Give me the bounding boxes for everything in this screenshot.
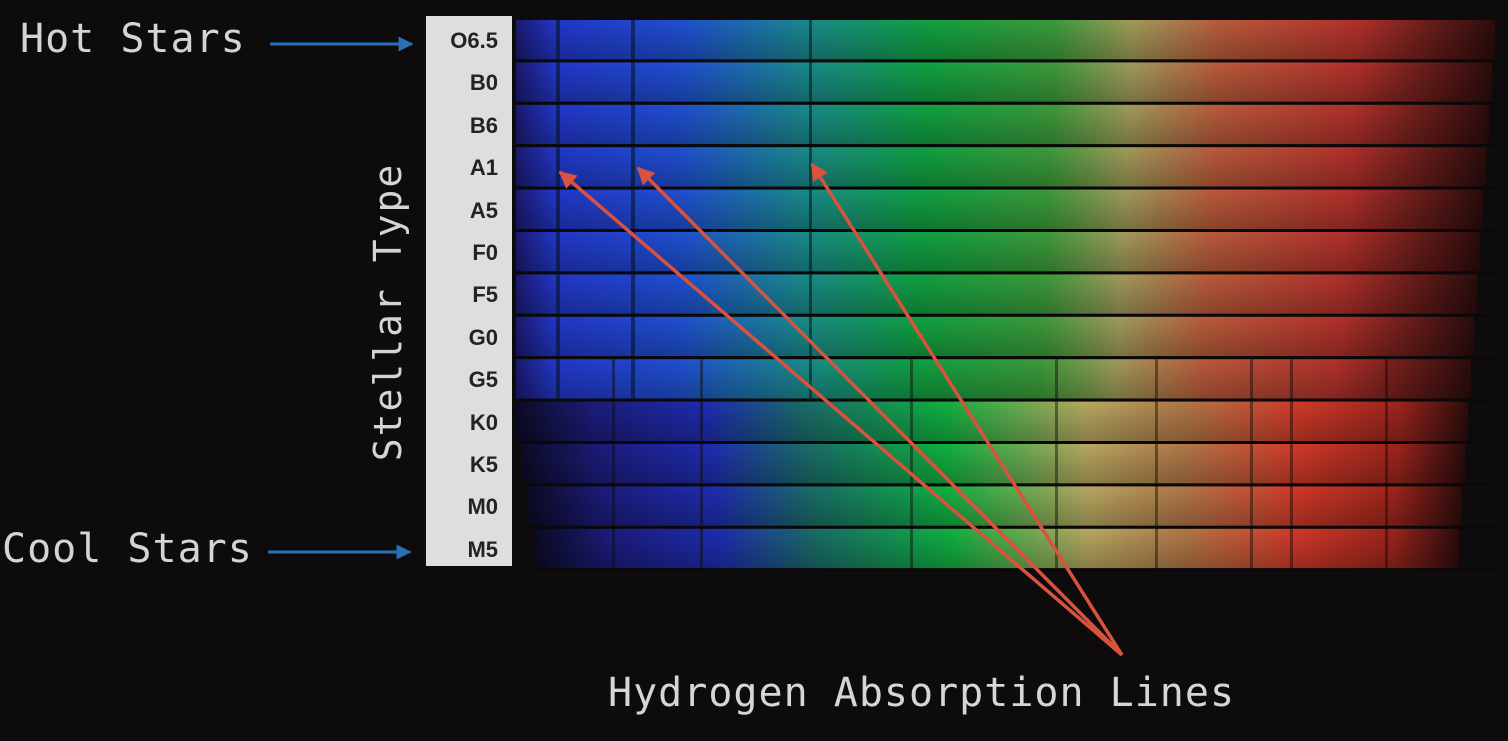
spectrum-row-divider (516, 186, 1495, 190)
stellar-type-label: K5 (469, 452, 498, 477)
spectrum-row-divider (516, 356, 1495, 360)
spectrum-row-divider (516, 144, 1495, 148)
spectrum-row-shade (516, 274, 1477, 314)
spectrum-row-shade (516, 104, 1489, 145)
spectrum-row-divider (516, 313, 1495, 317)
spectrum-row-divider (516, 59, 1495, 63)
stellar-type-label: G0 (468, 324, 498, 350)
hydrogen-absorption-caption: Hydrogen Absorption Lines (608, 670, 1236, 716)
hydrogen-absorption-line (556, 20, 560, 402)
metal-absorption-line (1155, 359, 1158, 572)
spectrum-row-divider (516, 271, 1495, 275)
metal-absorption-line (1250, 359, 1253, 572)
stellar-type-label: M5 (467, 536, 498, 562)
stellar-type-label: B6 (469, 112, 498, 138)
stellar-type-label: G5 (468, 367, 498, 393)
spectrum-row-shade (516, 359, 1471, 399)
metal-absorption-line (1290, 359, 1293, 572)
stellar-type-label: A1 (469, 155, 498, 181)
hydrogen-line-arrow-2 (636, 166, 1124, 657)
stellar-type-label: A5 (469, 197, 498, 223)
hydrogen-absorption-line (809, 20, 812, 402)
metal-absorption-line (910, 359, 913, 572)
spectrum-row-shade (516, 232, 1480, 272)
spectrum-row-shade (528, 486, 1462, 526)
stellar-type-label: B0 (469, 70, 498, 96)
hot-stars-label: Hot Stars (20, 16, 246, 62)
spectrum-row-divider (528, 525, 1495, 529)
hydrogen-line-arrow-3 (810, 162, 1124, 656)
hydrogen-line-arrow-1 (558, 170, 1124, 657)
spectrum-row-divider (516, 441, 1495, 444)
spectrum-row-shade (516, 189, 1483, 229)
spectrum-row-shade (516, 401, 1468, 441)
stellar-type-label: M0 (467, 494, 498, 520)
spectrum-row-shade (516, 20, 1495, 60)
hydrogen-absorption-line (631, 20, 635, 402)
metal-absorption-line (700, 359, 703, 572)
spectrum-row-shade (516, 316, 1474, 357)
spectrum-row-divider (522, 483, 1495, 487)
spectrum-row-divider (516, 398, 1495, 402)
stellar-type-label: O6.5 (450, 28, 498, 53)
stellar-type-label: K0 (469, 409, 498, 435)
metal-absorption-line (1385, 359, 1388, 572)
metal-absorption-line (612, 359, 615, 572)
cool-stars-label: Cool Stars (2, 526, 253, 572)
spectrum-row-shade (516, 62, 1492, 102)
spectrum-row-divider (516, 229, 1495, 232)
metal-absorption-line (1055, 359, 1058, 572)
stellar-type-strip: O6.5 B0 B6 A1 A5 F0 F5 G0 G5 K0 K5 M0 M5 (426, 16, 512, 566)
stellar-type-label: F0 (472, 240, 498, 265)
spectrum-row-shade (516, 147, 1486, 187)
spectrum-row-divider (516, 101, 1495, 105)
stellar-type-label: F5 (472, 282, 498, 308)
spectrum-row-divider (534, 568, 1495, 572)
